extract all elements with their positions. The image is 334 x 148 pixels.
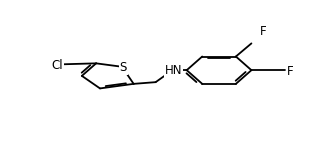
Text: S: S [120,61,127,74]
Text: F: F [287,65,294,78]
Text: Cl: Cl [51,59,63,72]
Text: HN: HN [165,64,182,77]
Text: F: F [260,25,267,38]
